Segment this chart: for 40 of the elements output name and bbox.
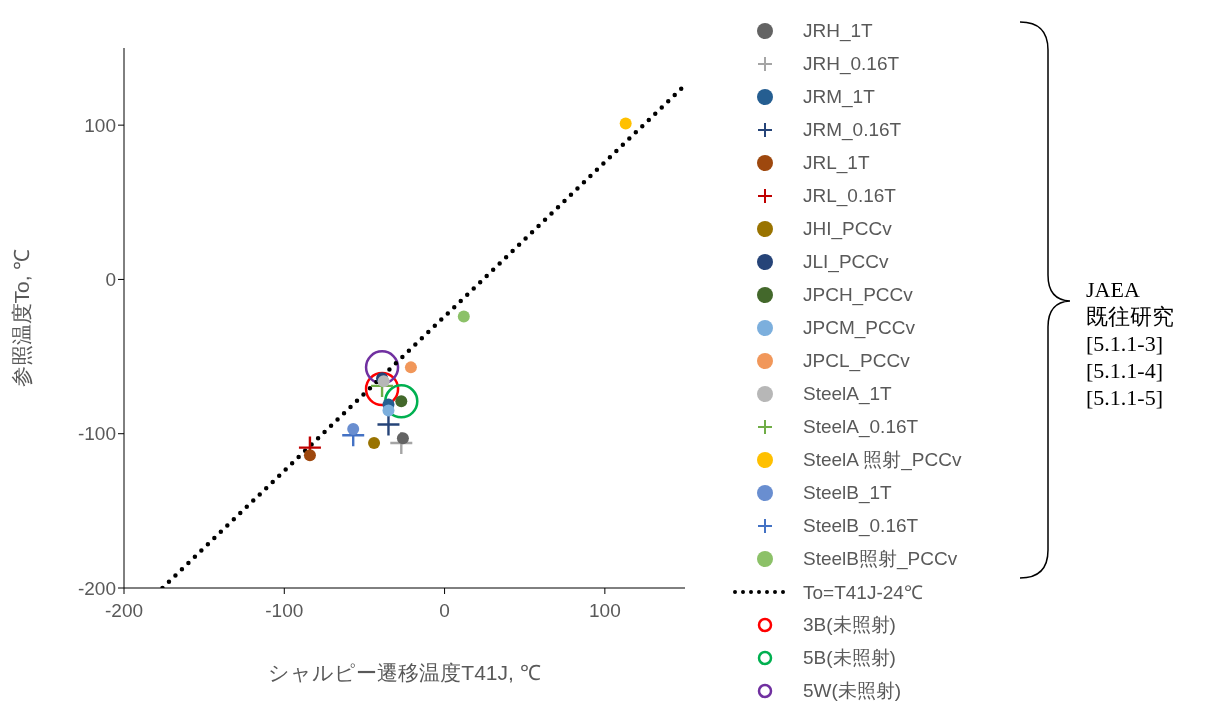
legend-label: JLI_PCCv (803, 250, 889, 273)
legend-label: SteelB_1T (803, 481, 892, 504)
point (457, 310, 470, 323)
point (404, 361, 417, 374)
text: JAEA 既往研究 [5.1.1-3] [5.1.1-4] [5.1.1-5] (1086, 276, 1174, 411)
legend-label: JRH_0.16T (803, 52, 900, 75)
legend-label: SteelB照射_PCCv (803, 546, 958, 572)
x-tick-label: 0 (439, 600, 450, 622)
point (303, 449, 316, 462)
legend-label: JPCM_PCCv (803, 316, 915, 339)
x-tick-label: 100 (589, 600, 621, 622)
point (368, 436, 381, 449)
point (377, 413, 400, 436)
y-axis-title: 参照温度To, ℃ (10, 248, 34, 388)
y-tick-label: -100 (77, 423, 116, 445)
legend-label: JRM_1T (803, 85, 875, 108)
point (619, 117, 632, 130)
legend-label: SteelB_0.16T (803, 514, 919, 537)
legend-label: JRH_1T (803, 19, 873, 42)
x-axis-title: シャルピー遷移温度T41J, ℃ (268, 661, 541, 684)
legend-label: SteelA 照射_PCCv (803, 447, 962, 473)
legend-label: To=T41J-24℃ (803, 580, 923, 605)
y-tick-label: 100 (84, 114, 116, 136)
point (347, 423, 360, 436)
legend-label: JPCH_PCCv (803, 283, 913, 306)
legend-label: SteelA_0.16T (803, 415, 919, 438)
y-tick-label: 0 (105, 269, 116, 291)
legend-label: 5W(未照射) (803, 678, 902, 702)
legend-label: 3B(未照射) (803, 612, 896, 637)
legend-label: JHI_PCCv (803, 217, 892, 240)
x-tick-label: -100 (265, 600, 304, 622)
point (382, 404, 395, 417)
x-tick-label: -200 (104, 600, 144, 622)
legend-label: JPCL_PCCv (803, 349, 910, 372)
legend-label: JRM_0.16T (803, 118, 902, 141)
legend-label: SteelA_1T (803, 382, 892, 405)
legend-label: JRL_1T (803, 151, 870, 174)
y-tick-label: -200 (77, 577, 116, 599)
legend-label: JRL_0.16T (803, 184, 896, 207)
legend-label: 5B(未照射) (803, 645, 896, 670)
